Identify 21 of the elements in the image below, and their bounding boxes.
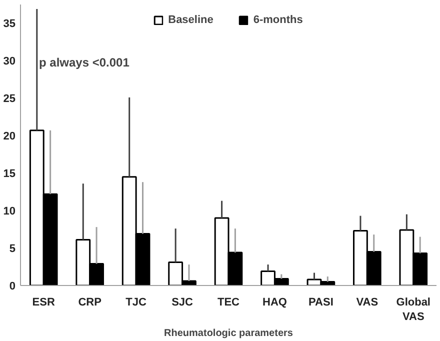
x-tick-label: PASI: [308, 296, 334, 308]
y-tick-label: 10: [3, 206, 16, 218]
y-tick-label: 5: [9, 243, 16, 256]
y-tick-label: 20: [3, 130, 16, 143]
y-tick-label: 15: [3, 168, 16, 180]
x-tick-label: Global VAS: [396, 296, 431, 323]
x-tick-label: VAS: [356, 296, 378, 308]
annotation: p always <0.001: [38, 56, 130, 70]
x-tick-label: CRP: [78, 296, 102, 308]
x-tick-label: HAQ: [262, 296, 288, 308]
x-tick-label: TEC: [218, 296, 240, 308]
x-tick-label: TJC: [126, 296, 146, 308]
y-tick-label: 30: [3, 56, 16, 68]
y-tick-label: 35: [3, 18, 16, 30]
y-tick-label: 0: [9, 280, 16, 292]
legend-label: Baseline: [168, 14, 214, 26]
y-tick-label: 25: [3, 93, 16, 106]
x-tick-label: SJC: [172, 296, 194, 308]
x-tick-label: ESR: [32, 296, 55, 308]
x-axis-title: Rheumatologic parameters: [164, 328, 294, 339]
legend-label: 6-months: [253, 14, 303, 26]
